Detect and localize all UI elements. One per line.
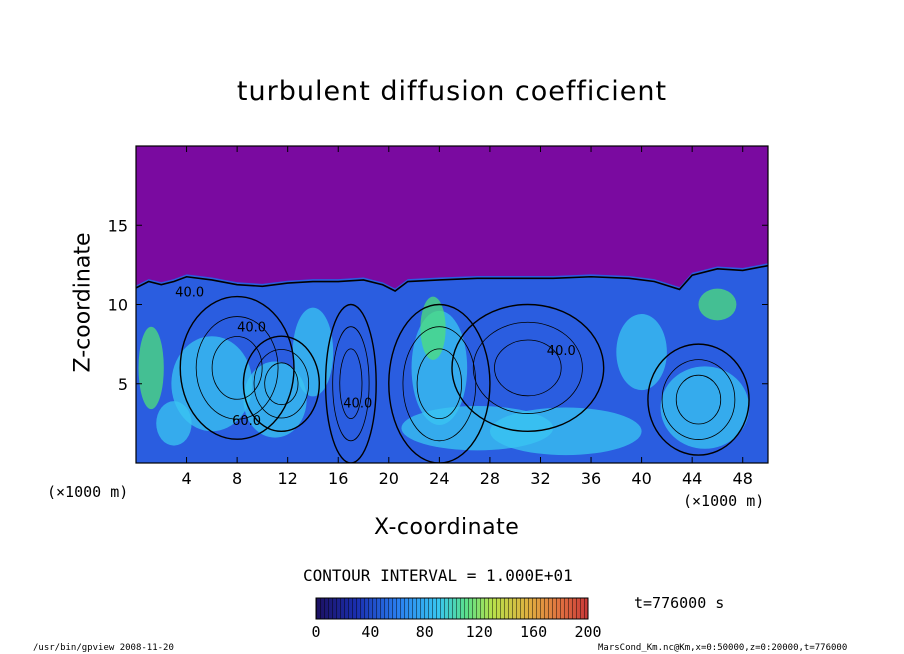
x-tick-label: 28	[480, 469, 500, 488]
contour-label: 40.0	[343, 397, 372, 412]
contour-line	[339, 348, 363, 420]
turbulence-patch	[138, 326, 164, 410]
contour-line	[253, 349, 310, 419]
contour-line	[388, 303, 491, 463]
contour-line	[661, 359, 736, 440]
contour-labels: 40.0 40.0 40.0 60.0 40.0	[175, 286, 576, 429]
contour-line	[402, 326, 477, 442]
colorbar-frame	[315, 597, 589, 620]
x-tick-label: 44	[682, 469, 702, 488]
turbulence-patch	[489, 407, 642, 456]
contour-line	[472, 321, 583, 414]
x-tick-label: 16	[328, 469, 348, 488]
contour-interval-label: CONTOUR INTERVAL = 1.000E+01	[303, 566, 573, 585]
time-label: t=776000 s	[634, 594, 725, 612]
x-tick-label: 36	[581, 469, 601, 488]
turbulence-patch	[243, 361, 307, 438]
turbulence-patch	[616, 314, 667, 391]
y-tick-label: 10	[108, 296, 128, 315]
colorbar: 0 40 80 120 160 200	[311, 597, 602, 641]
turbulence-patch	[156, 401, 192, 446]
y-tick-label: 5	[118, 375, 128, 394]
contour-line	[675, 374, 722, 425]
contour-line	[647, 343, 750, 456]
turbulence-patch	[171, 336, 253, 432]
mixed-layer-top-contour	[136, 264, 768, 292]
contour-lines	[136, 264, 768, 463]
contour-label: 40.0	[175, 286, 204, 301]
x-tick-label: 4	[181, 469, 191, 488]
contour-line	[324, 303, 377, 463]
turbulence-patch	[420, 296, 446, 360]
contour-line	[416, 348, 463, 420]
colorbar-tick-label: 160	[520, 623, 547, 641]
contour-line	[332, 326, 370, 442]
chart-title: turbulent diffusion coefficient	[236, 76, 668, 107]
x-axis: 4 8 12 16 20 24 28 32 36 40 44 48	[181, 146, 753, 488]
y-axis: 5 10 15	[108, 216, 768, 394]
x-tick-label: 24	[429, 469, 449, 488]
contour-line	[494, 339, 562, 397]
x-unit-right: (×1000 m)	[683, 492, 765, 510]
contour-line	[195, 316, 279, 420]
x-unit-left: (×1000 m)	[47, 483, 129, 501]
heatmap-field	[136, 146, 768, 463]
colorbar-tick-label: 40	[361, 623, 379, 641]
turbulence-patch	[660, 366, 750, 449]
contour-line	[264, 362, 299, 406]
footer-source: MarsCond_Km.nc@Km,x=0:50000,z=0:20000,t=…	[598, 643, 848, 653]
colorbar-tick-label: 80	[416, 623, 434, 641]
contour-line	[242, 335, 320, 433]
x-tick-label: 12	[278, 469, 298, 488]
colorbar-ticks: 0 40 80 120 160 200	[311, 623, 601, 641]
y-tick-label: 15	[108, 216, 128, 235]
contour-label: 40.0	[237, 320, 266, 335]
x-tick-label: 40	[631, 469, 651, 488]
contour-line	[211, 336, 263, 400]
x-tick-label: 48	[733, 469, 753, 488]
turbulence-patch	[292, 307, 334, 397]
contour-label: 40.0	[547, 344, 576, 359]
turbulence-patch	[698, 288, 737, 321]
contour-line	[451, 303, 605, 433]
x-axis-title: X-coordinate	[374, 515, 520, 540]
contour-label: 60.0	[232, 414, 261, 429]
y-axis-title: Z-coordinate	[70, 232, 96, 373]
colorbar-tick-label: 0	[311, 623, 320, 641]
colorbar-tick-label: 120	[466, 623, 493, 641]
x-tick-label: 32	[530, 469, 550, 488]
colorbar-tick-label: 200	[574, 623, 601, 641]
x-tick-label: 8	[232, 469, 242, 488]
x-tick-label: 20	[379, 469, 399, 488]
footer-program-date: /usr/bin/gpview 2008-11-20	[33, 643, 174, 653]
contour-line	[179, 295, 295, 440]
colorbar-stripes	[316, 598, 588, 619]
